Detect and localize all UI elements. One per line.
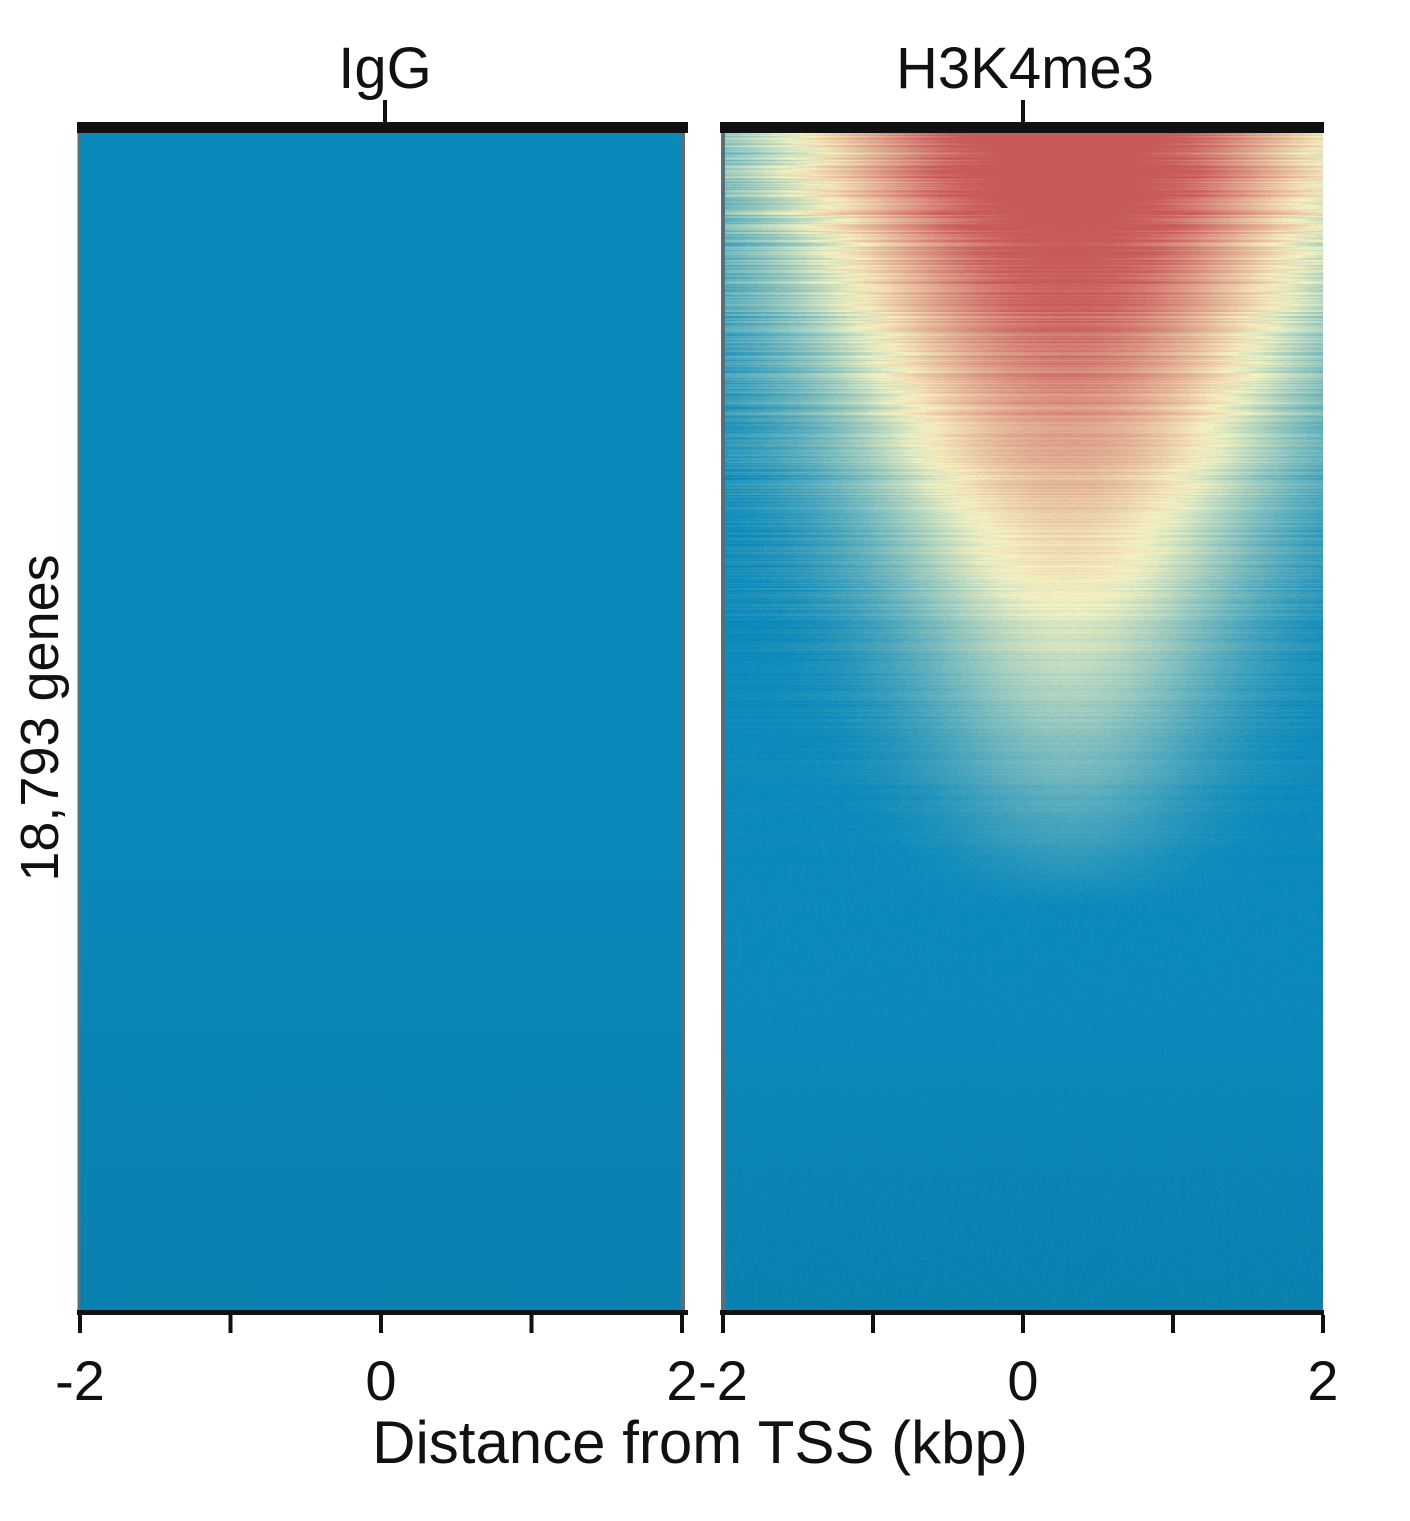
- x-tick-labels-h3k4me3: -2 0 2: [698, 1349, 1338, 1412]
- heatmap-panel-h3k4me3: H3K4me3 -2 0 2: [698, 36, 1338, 1412]
- x-axis-label: Distance from TSS (kbp): [372, 1409, 1028, 1476]
- x-ticks-h3k4me3: [721, 1315, 1325, 1333]
- top-bar-igg: [77, 122, 688, 133]
- panel-title-h3k4me3: H3K4me3: [896, 36, 1154, 101]
- x-tick-label-h3k4me3: -2: [698, 1349, 748, 1412]
- heatmap-image-h3k4me3: [723, 133, 1323, 1310]
- x-tick-label-h3k4me3: 0: [1007, 1349, 1038, 1412]
- x-tick-label-igg: 2: [666, 1349, 697, 1412]
- x-tick-labels-igg: -2 0 2: [55, 1349, 697, 1412]
- top-bar-h3k4me3: [720, 122, 1324, 133]
- y-axis-label: 18,793 genes: [10, 554, 70, 881]
- panel-title-igg: IgG: [338, 36, 432, 101]
- heatmap-panel-igg: IgG -2 0 2: [55, 36, 697, 1412]
- heatmap-body-h3k4me3: [723, 133, 1323, 1310]
- x-tick-label-igg: -2: [55, 1349, 105, 1412]
- bottom-axis-h3k4me3: [720, 1310, 1324, 1315]
- heatmap-shade-igg: [80, 133, 682, 1310]
- x-tick-label-h3k4me3: 2: [1307, 1349, 1338, 1412]
- bottom-axis-igg: [77, 1310, 688, 1315]
- x-tick-label-igg: 0: [365, 1349, 396, 1412]
- x-ticks-igg: [78, 1315, 684, 1333]
